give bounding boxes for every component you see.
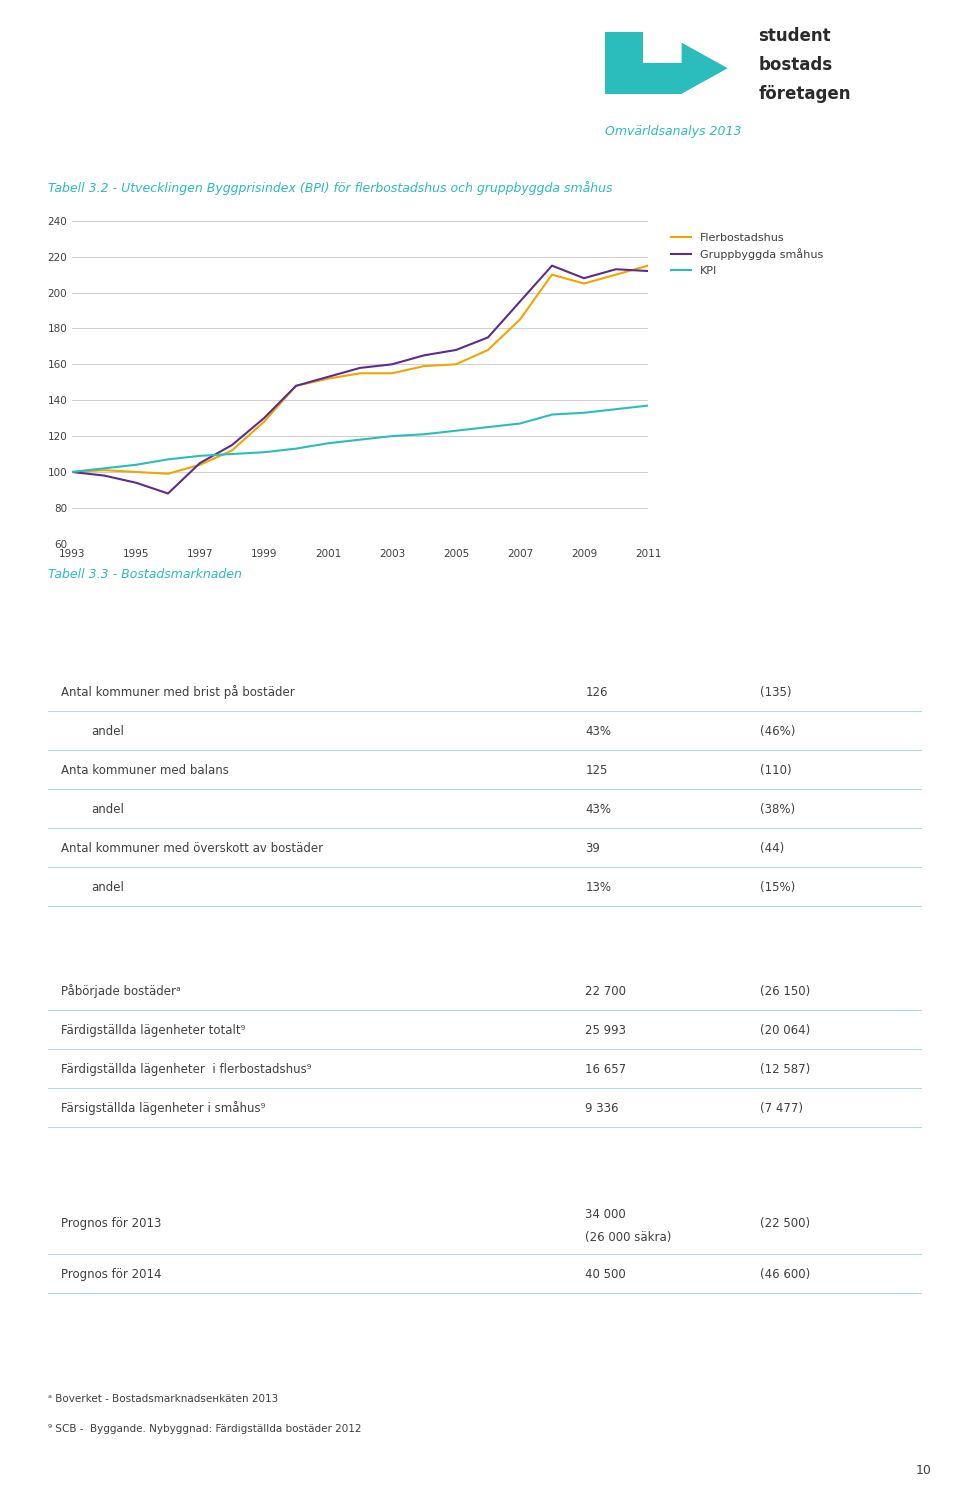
Text: Tabell 3.3 - Bostadsmarknaden: Tabell 3.3 - Bostadsmarknaden	[48, 568, 242, 581]
Text: Bostadsbyggande 2012: Bostadsbyggande 2012	[61, 945, 216, 957]
Text: andel: andel	[92, 804, 125, 816]
Text: 126: 126	[586, 686, 608, 698]
Text: (38%): (38%)	[760, 804, 795, 816]
Text: student: student	[758, 27, 831, 45]
Text: Färdigställda lägenheter totalt⁹: Färdigställda lägenheter totalt⁹	[61, 1024, 246, 1036]
Text: Antal kommuner med överskott av bostäder: Antal kommuner med överskott av bostäder	[61, 843, 324, 855]
Legend: Flerbostadshus, Gruppbyggda småhus, KPI: Flerbostadshus, Gruppbyggda småhus, KPI	[671, 233, 823, 276]
Text: (26 150): (26 150)	[760, 985, 810, 997]
Text: ᵃ Boverket - Bostadsmarknadsенkäten 2013: ᵃ Boverket - Bostadsmarknadsенkäten 2013	[48, 1394, 278, 1404]
Text: 10: 10	[915, 1464, 931, 1476]
Text: (46%): (46%)	[760, 725, 795, 737]
Text: andel: andel	[92, 882, 125, 894]
Text: Tabell 3.2 - Utvecklingen Byggprisindex (BPI) för flerbostadshus och gruppbyggda: Tabell 3.2 - Utvecklingen Byggprisindex …	[48, 182, 612, 195]
Text: Omvärldsanalys 2013: Omvärldsanalys 2013	[605, 125, 741, 138]
Text: Prognos för 2013: Prognos för 2013	[61, 1217, 161, 1230]
Text: (7 477): (7 477)	[760, 1102, 803, 1114]
Text: 39: 39	[586, 843, 600, 855]
Text: (12 587): (12 587)	[760, 1063, 810, 1075]
Text: bostads: bostads	[758, 56, 832, 74]
Text: 25 993: 25 993	[586, 1024, 626, 1036]
Text: 16 657: 16 657	[586, 1063, 626, 1075]
Text: företagen: företagen	[758, 84, 851, 102]
Text: Prognos bostadsbyggandeᵃ: Prognos bostadsbyggandeᵃ	[61, 1166, 243, 1178]
Text: 34 000: 34 000	[586, 1208, 626, 1221]
Text: 43%: 43%	[586, 804, 612, 816]
Text: 40 500: 40 500	[586, 1268, 626, 1281]
Text: (20 064): (20 064)	[760, 1024, 810, 1036]
Text: (26 000 säkra): (26 000 säkra)	[586, 1232, 672, 1244]
Text: (46 600): (46 600)	[760, 1268, 810, 1281]
Text: Anta kommuner med balans: Anta kommuner med balans	[61, 765, 229, 777]
Text: 125: 125	[586, 765, 608, 777]
Text: Prognos för 2014: Prognos för 2014	[61, 1268, 161, 1281]
Text: (110): (110)	[760, 765, 792, 777]
Text: 9 336: 9 336	[586, 1102, 619, 1114]
Text: (15%): (15%)	[760, 882, 795, 894]
Text: 22 700: 22 700	[586, 985, 626, 997]
Polygon shape	[682, 42, 728, 93]
Text: ⁹ SCB -  Byggande. Nybyggnad: Färdigställda bostäder 2012: ⁹ SCB - Byggande. Nybyggnad: Färdigställ…	[48, 1424, 362, 1434]
Text: Färdigställda lägenheter  i flerbostadshus⁹: Färdigställda lägenheter i flerbostadshu…	[61, 1063, 312, 1075]
Text: 13%: 13%	[586, 882, 612, 894]
Bar	[605, 33, 643, 93]
Text: 43%: 43%	[586, 725, 612, 737]
Text: (44): (44)	[760, 843, 784, 855]
Text: (135): (135)	[760, 686, 791, 698]
Text: Påbörjade bostäderᵃ: Påbörjade bostäderᵃ	[61, 984, 180, 999]
Bar	[643, 63, 682, 93]
Text: (22 500): (22 500)	[760, 1217, 810, 1230]
Text: Antal kommuner med brist på bostäder: Antal kommuner med brist på bostäder	[61, 685, 295, 700]
Text: Brist, balans, överskott 2013ᵃ: Brist, balans, överskott 2013ᵃ	[61, 646, 259, 658]
Text: andel: andel	[92, 725, 125, 737]
Text: Färsigställda lägenheter i småhus⁹: Färsigställda lägenheter i småhus⁹	[61, 1101, 266, 1116]
